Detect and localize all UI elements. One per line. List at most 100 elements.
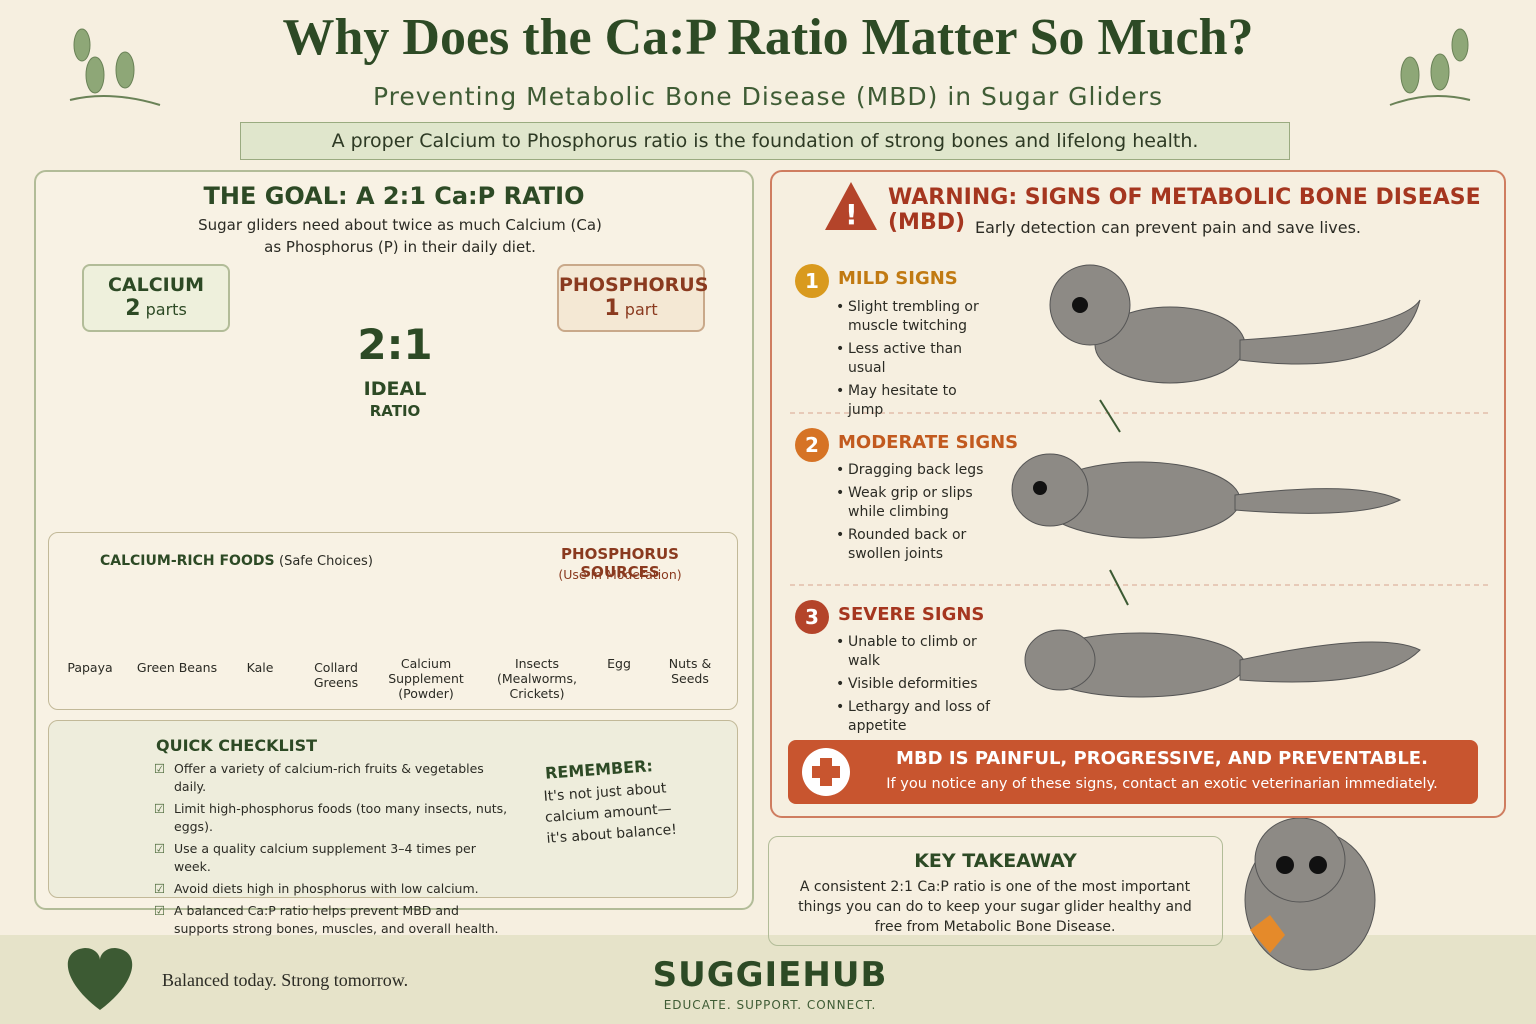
decoration [1254,817,1346,903]
decoration [1049,264,1131,346]
phosphorus-box: PHOSPHORUS 1 part [557,264,709,332]
phosphorus-label: PHOSPHORUS [559,274,709,296]
stage-signs: Unable to climb or walk Visible deformit… [836,633,1001,740]
phosphorus-unit: part [624,300,658,319]
checklist-item: Avoid diets high in phosphorus with low … [154,880,514,898]
decoration [1239,299,1421,365]
food-label: Nuts & Seeds [668,656,712,686]
sign: Lethargy and loss of appetite [836,698,1001,736]
stage-title: MODERATE SIGNS [838,432,1019,453]
decoration [115,51,135,89]
food-label: Papaya [67,660,113,675]
sign: May hesitate to jump [836,382,996,420]
decoration [85,56,105,94]
subtitle: Preventing Metabolic Bone Disease (MBD) … [373,82,1163,111]
food-label: Collard Greens [313,660,359,690]
stage-number: 2 [795,428,829,462]
decoration [1072,297,1088,313]
banner: A proper Calcium to Phosphorus ratio is … [240,122,1290,160]
food-label: Egg [607,656,631,671]
decoration [1400,56,1420,94]
stage-title: MILD SIGNS [838,268,958,289]
decoration [69,95,161,106]
decoration [1033,481,1047,495]
stage-signs: Slight trembling or muscle twitching Les… [836,298,996,424]
takeaway-text: A consistent 2:1 Ca:P ratio is one of th… [798,879,1192,935]
decoration [67,948,133,1010]
decoration [1234,488,1402,514]
footer-brand: SUGGIEHUB [652,955,888,995]
ratio-line2: RATIO [369,402,421,420]
decoration [1033,297,1327,874]
calcium-amount: 2 [125,296,141,321]
food-label: Kale [246,660,274,675]
decoration [1309,856,1327,874]
food-label: Calcium Supplement (Powder) [388,656,464,701]
decoration [1239,641,1421,683]
decoration [1430,53,1450,91]
checklist-heading: QUICK CHECKLIST [156,736,318,755]
food-label: Insects (Mealworms, Crickets) [497,656,577,701]
stage-number: 1 [795,264,829,298]
alert-heading: MBD IS PAINFUL, PROGRESSIVE, AND PREVENT… [896,748,1428,769]
calcium-foods-heading: CALCIUM-RICH FOODS [100,553,275,569]
decoration [1099,399,1129,606]
decoration [73,28,91,62]
decoration [1389,95,1471,106]
sign: Weak grip or slips while climbing [836,484,996,522]
checklist-item: Use a quality calcium supplement 3–4 tim… [154,840,514,876]
footer-slogan: Balanced today. Strong tomorrow. [162,970,409,990]
alert-box [788,740,1478,804]
checklist-item: Limit high-phosphorus foods (too many in… [154,800,514,836]
decoration [812,758,840,786]
calcium-foods-title: CALCIUM-RICH FOODS (Safe Choices) [100,553,373,569]
decoration [1024,629,1096,691]
phosphorus-amount: 1 [604,296,620,321]
sign: Less active than usual [836,340,996,378]
decoration: 1 part [559,296,703,321]
takeaway-box [768,836,1223,946]
alert-text: If you notice any of these signs, contac… [886,776,1438,792]
calcium-unit: parts [145,300,187,319]
phosphorus-sources-note: (Use in Moderation) [558,567,682,582]
goal-description: Sugar gliders need about twice as much C… [198,216,602,256]
footer-tagline: EDUCATE. SUPPORT. CONNECT. [663,998,877,1012]
decoration: ! [845,198,858,231]
food-label: Green Beans [136,660,218,675]
calcium-box: CALCIUM 2 parts [82,264,230,332]
checklist: Offer a variety of calcium-rich fruits &… [154,760,514,942]
decoration: 2 parts [84,296,228,321]
decoration [1451,28,1469,62]
decoration [825,182,877,230]
takeaway-heading: KEY TAKEAWAY [914,850,1077,872]
decoration [1276,856,1294,874]
phosphorus-sources-heading: PHOSPHORUS SOURCES [561,545,679,581]
stage-number: 3 [795,600,829,634]
remember-text: It's not just about calcium amount— it's… [543,780,678,847]
foods-box [48,532,738,710]
decoration [69,28,1471,106]
checklist-item: Offer a variety of calcium-rich fruits &… [154,760,514,796]
checklist-item: A balanced Ca:P ratio helps prevent MBD … [154,902,514,938]
sign: Slight trembling or muscle twitching [836,298,996,336]
stage-signs: Dragging back legs Weak grip or slips wh… [836,461,996,568]
sign: Dragging back legs [836,461,996,480]
ratio-value: 2:1 [357,320,433,369]
decoration [1011,453,1089,527]
sign: Rounded back or swollen joints [836,526,996,564]
right-panel [770,170,1506,818]
calcium-foods-note: (Safe Choices) [279,554,373,569]
ratio-line1: IDEAL [363,378,427,400]
warning-subtitle: Early detection can prevent pain and sav… [975,218,1361,237]
sign: Unable to climb or walk [836,633,1001,671]
calcium-label: CALCIUM [107,274,205,296]
decoration [1250,915,1285,953]
title: Why Does the Ca:P Ratio Matter So Much? [282,9,1254,66]
stage-title: SEVERE SIGNS [838,604,985,625]
goal-heading: THE GOAL: A 2:1 Ca:P RATIO [203,182,585,210]
decoration [1011,264,1421,971]
warning-heading: WARNING: SIGNS OF METABOLIC BONE DISEASE… [888,185,1481,235]
sign: Visible deformities [836,675,1001,694]
alert-icon [802,748,850,796]
